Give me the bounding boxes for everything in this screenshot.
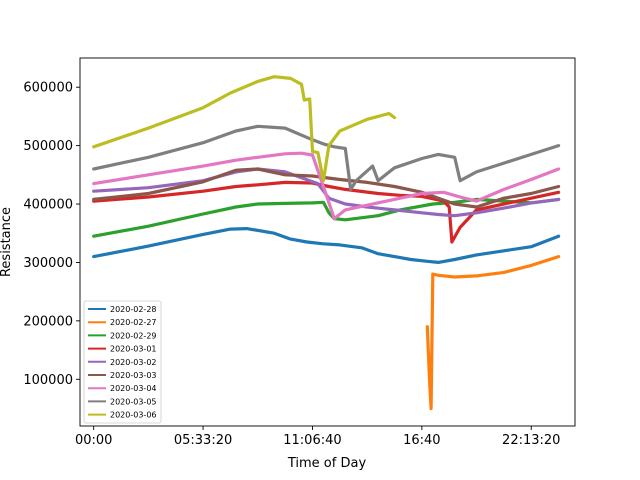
x-tick-label: 16:40	[403, 433, 440, 448]
series-line-2020-03-03	[92, 167, 561, 209]
series-line-2020-03-02	[92, 167, 561, 218]
x-tick-label: 05:33:20	[174, 433, 232, 448]
x-tick-label: 11:06:40	[283, 433, 341, 448]
legend-box	[83, 300, 162, 424]
series-layer	[92, 75, 561, 411]
y-tick-label: 300000	[23, 256, 73, 271]
y-tick-label: 200000	[23, 314, 73, 329]
legend-label: 2020-03-04	[110, 384, 157, 393]
series-line-2020-02-27	[425, 255, 561, 411]
legend-label: 2020-03-05	[110, 397, 157, 406]
legend-label: 2020-03-01	[110, 345, 157, 354]
legend: 2020-02-28 2020-02-27 2020-02-29 2020-03-01…	[83, 300, 162, 424]
legend-label: 2020-02-27	[110, 318, 157, 327]
plot-frame	[79, 57, 576, 427]
legend-label: 2020-03-02	[110, 358, 157, 367]
y-axis: 100000 200000 300000 400000 500000 600000	[23, 81, 80, 388]
legend-label: 2020-02-28	[110, 305, 157, 314]
series-line-2020-03-05	[92, 124, 561, 191]
x-axis: 00:00 05:33:20 11:06:40 16:40 22:13:20	[75, 426, 560, 448]
series-line-2020-03-04	[92, 151, 561, 221]
series-line-2020-02-28	[92, 227, 561, 264]
y-tick-label: 500000	[23, 139, 73, 154]
x-axis-label: Time of Day	[287, 456, 367, 471]
x-tick-label: 00:00	[75, 433, 112, 448]
legend-label: 2020-02-29	[110, 331, 157, 340]
y-tick-label: 400000	[23, 198, 73, 213]
series-line-2020-03-06	[92, 75, 397, 183]
y-tick-label: 600000	[23, 81, 73, 96]
x-tick-label: 22:13:20	[502, 433, 560, 448]
legend-label: 2020-03-03	[110, 371, 157, 380]
y-axis-label: Resistance	[0, 207, 14, 277]
y-tick-label: 100000	[23, 373, 73, 388]
legend-label: 2020-03-06	[110, 411, 157, 420]
